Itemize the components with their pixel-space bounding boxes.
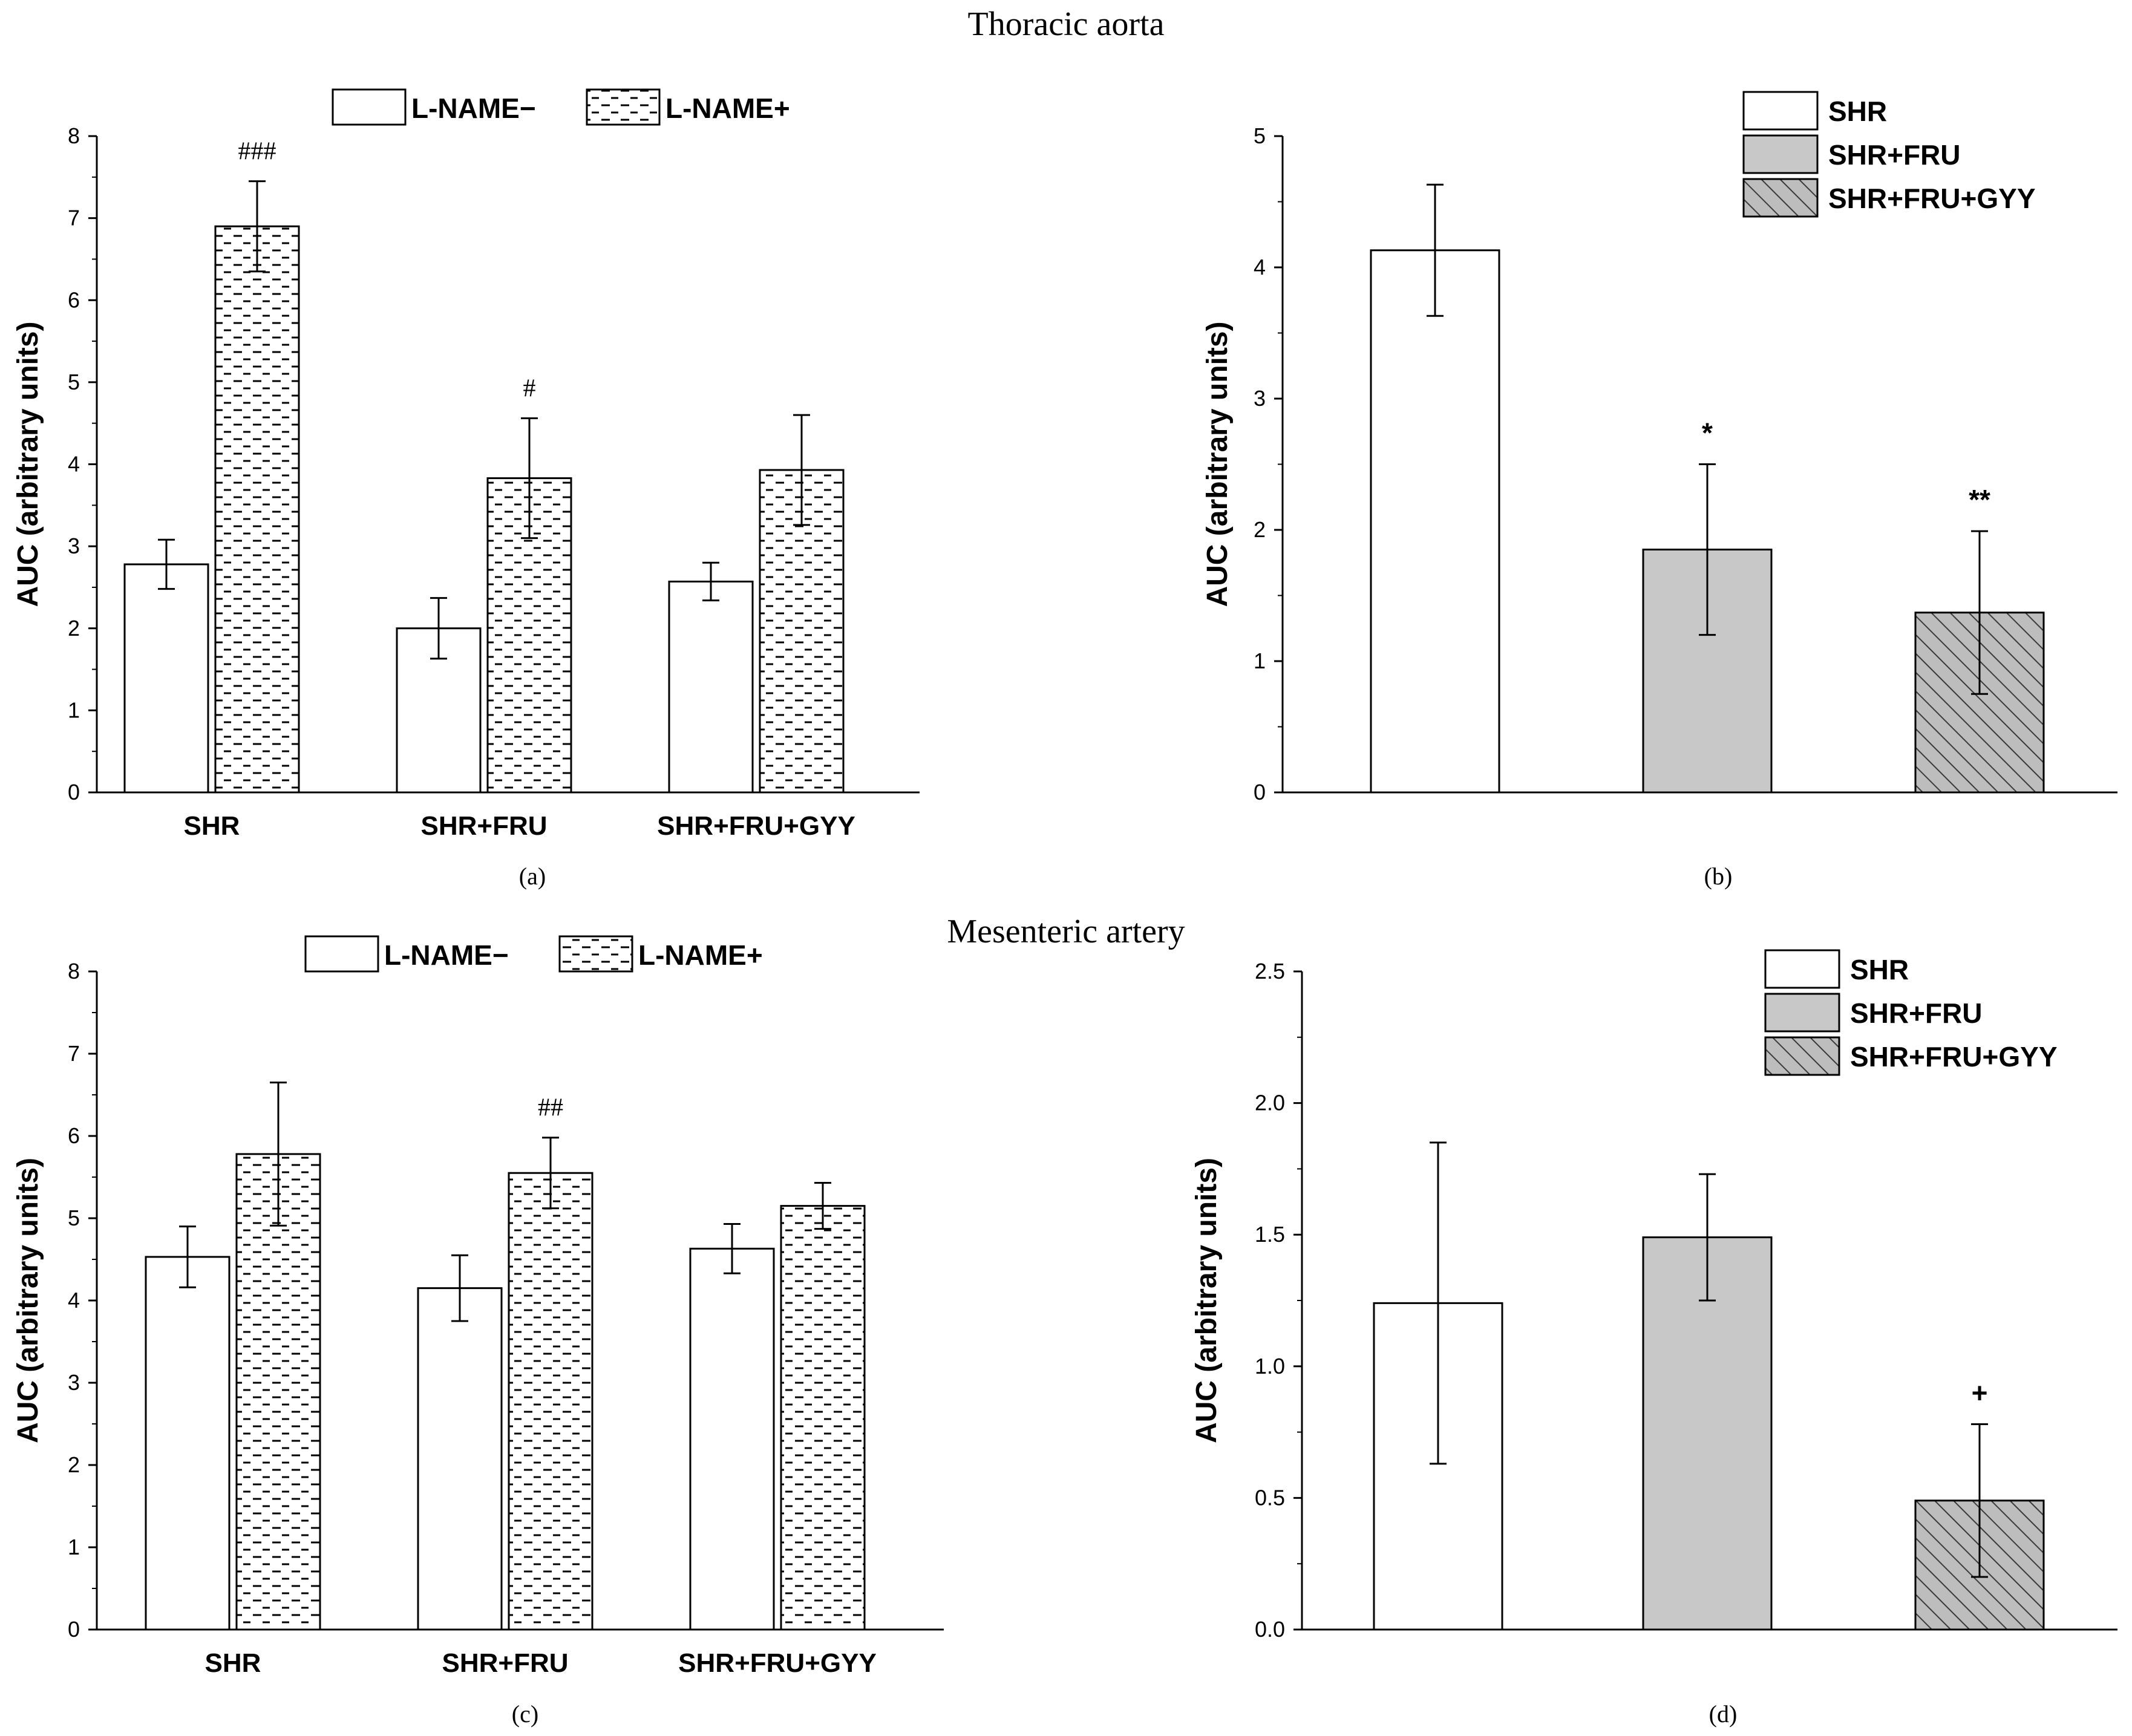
legend-swatch [586,88,661,126]
panel-a: 0 1 2 3 4 5 6 7 8 AUC (arbitrary units) (a) SHR SHR+… [12,88,920,890]
y-tick-label: 2 [68,1452,80,1477]
significance-label: # [523,375,536,403]
y-tick-label: 1 [68,1535,80,1559]
y-tick-label: 1 [1254,648,1266,673]
y-tick-label: 6 [68,287,80,312]
x-tick-label: SHR+FRU+GYY [657,811,855,841]
significance-label: ## [538,1094,563,1122]
section-title-thoracic-aorta: Thoracic aorta [968,5,1165,43]
x-tick-label: SHR [184,811,240,841]
bar [417,1287,503,1631]
legend-label: SHR+FRU+GYY [1828,183,2036,214]
y-tick-label: 3 [68,1370,80,1395]
panel-label: (b) [1704,863,1733,890]
y-tick-label: 5 [68,370,80,394]
y-tick-label: 1.0 [1255,1354,1285,1379]
panel-d: 0.0 0.5 1.0 1.5 2.0 2.5 AUC (arbitrary units) (… [1191,949,2117,1728]
y-tick-label: 0.0 [1255,1617,1285,1642]
legend-swatch [1742,91,1819,131]
x-tick-label: SHR+FRU+GYY [678,1648,877,1678]
legend-swatch [558,935,633,973]
y-tick-label: 0.5 [1255,1485,1285,1510]
y-tick-label: 3 [1254,386,1266,411]
x-tick-label: SHR+FRU [442,1648,568,1678]
y-tick-label: 0 [68,1617,80,1642]
legend-label: L-NAME+ [638,939,763,971]
bar [668,580,754,794]
y-tick-label: 4 [68,1288,80,1313]
section-title-mesenteric-artery: Mesenteric artery [947,913,1185,950]
legend-swatch [1742,134,1819,174]
legend-swatch [1764,1036,1840,1076]
bar [235,1153,321,1631]
significance-label: ** [1969,484,1990,515]
bar [780,1205,866,1631]
y-tick-label: 0 [68,780,80,804]
bar [1370,249,1500,794]
y-axis-label: AUC (arbitrary units) [12,1158,44,1443]
y-tick-label: 7 [68,1041,80,1066]
significance-label: ### [238,138,276,166]
significance-label: * [1702,417,1713,449]
y-tick-label: 4 [1254,255,1266,279]
bar [508,1172,593,1631]
y-tick-label: 3 [68,534,80,558]
y-axis-label: AUC (arbitrary units) [1202,321,1234,607]
legend-swatch [332,88,407,126]
legend-label: SHR+FRU+GYY [1850,1041,2058,1072]
bar [123,563,209,794]
bar [145,1256,231,1631]
legend-label: SHR+FRU [1828,139,1961,171]
panel-label: (a) [519,863,546,890]
panel-label: (c) [512,1700,538,1728]
y-tick-label: 6 [68,1123,80,1148]
legend-swatch [1764,949,1840,989]
y-tick-label: 2 [1254,517,1266,542]
y-tick-label: 1 [68,697,80,722]
y-axis-label: AUC (arbitrary units) [12,321,44,607]
y-tick-label: 2.0 [1255,1091,1285,1115]
y-tick-label: 4 [68,452,80,477]
bar [689,1247,775,1631]
y-tick-label: 0 [1254,780,1266,804]
x-tick-label: SHR [205,1648,261,1678]
legend-label: L-NAME+ [665,93,790,124]
significance-label: + [1972,1377,1988,1409]
y-tick-label: 5 [68,1206,80,1230]
bar [214,225,300,794]
y-tick-label: 1.5 [1255,1222,1285,1247]
legend-swatch [1764,993,1840,1033]
legend-swatch [304,935,379,973]
legend-label: SHR [1828,96,1887,127]
y-tick-label: 2.5 [1255,959,1285,984]
bar [1642,1236,1773,1631]
legend-label: SHR+FRU [1850,997,1983,1029]
legend-swatch [1742,178,1819,218]
panel-c: 0 1 2 3 4 5 6 7 8 AUC (arbitrary units) (c) SHR SHR+… [12,935,944,1728]
legend-label: L-NAME− [411,93,536,124]
y-tick-label: 8 [68,123,80,148]
x-tick-label: SHR+FRU [420,811,547,841]
y-tick-label: 8 [68,959,80,984]
y-axis-label: AUC (arbitrary units) [1191,1158,1223,1443]
y-tick-label: 2 [68,616,80,641]
y-tick-label: 5 [1254,123,1266,148]
legend-label: SHR [1850,954,1909,985]
panel-label: (d) [1709,1700,1738,1728]
y-tick-label: 7 [68,206,80,230]
legend-label: L-NAME− [384,939,509,971]
